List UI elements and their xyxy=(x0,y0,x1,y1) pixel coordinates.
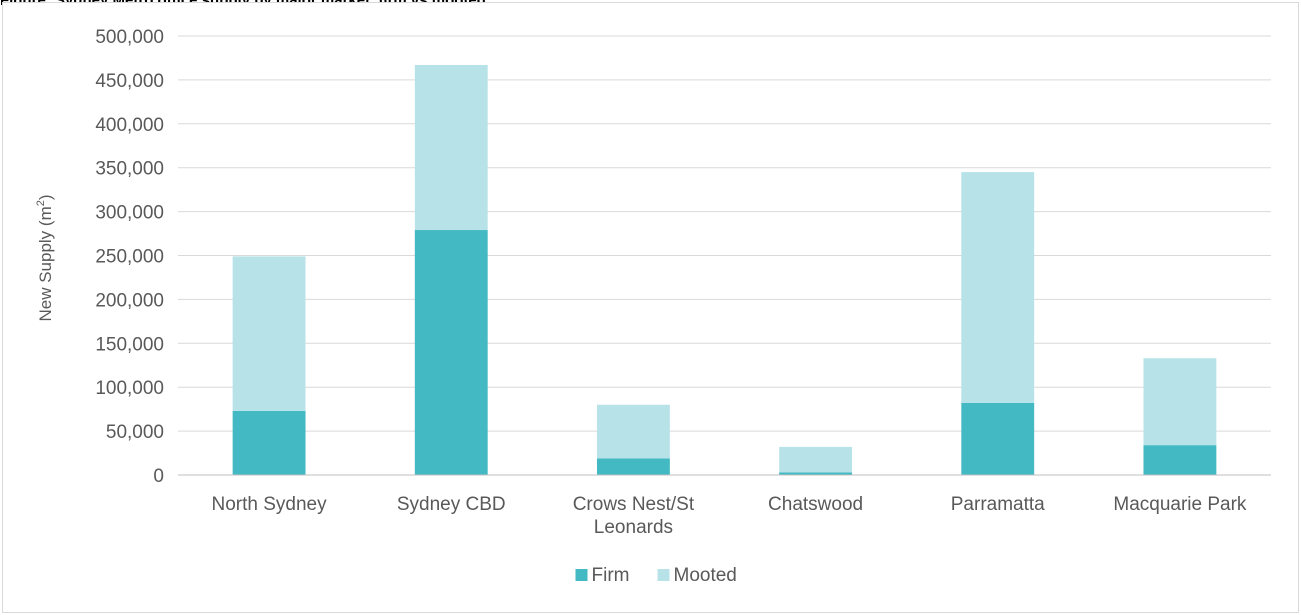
x-category-label: Parramatta xyxy=(951,494,1045,515)
bar-mooted xyxy=(232,256,306,411)
bar-firm xyxy=(779,472,853,475)
category-labels: North Sydney Sydney CBD Crows Nest/St Leona… xyxy=(212,494,1247,538)
legend: Firm Mooted xyxy=(575,565,737,586)
bar-mooted xyxy=(1143,358,1217,446)
y-axis-ticks: 0 50,000 100,000 150,000 200,000 250,000 300,0… xyxy=(95,27,164,487)
y-tick-label: 150,000 xyxy=(95,334,164,355)
bar-firm xyxy=(596,458,670,475)
bar-mooted xyxy=(961,172,1035,404)
x-category-label: Sydney CBD xyxy=(397,494,506,515)
legend-swatch-mooted xyxy=(657,569,670,581)
bar-firm xyxy=(414,230,488,475)
y-tick-label: 100,000 xyxy=(95,378,164,399)
bar-mooted xyxy=(414,64,488,231)
bar-firm xyxy=(1143,445,1217,475)
bar-mooted xyxy=(596,404,670,459)
x-category-label: North Sydney xyxy=(212,494,328,515)
bars xyxy=(232,64,1217,475)
bar-mooted xyxy=(779,446,853,473)
x-category-label: Chatswood xyxy=(768,494,863,515)
stacked-bar-chart: 0 50,000 100,000 150,000 200,000 250,000 300,0… xyxy=(35,27,1271,586)
y-tick-label: 350,000 xyxy=(95,159,164,180)
y-tick-label: 250,000 xyxy=(95,247,164,268)
x-category-label: Crows Nest/St Leonards xyxy=(573,494,695,538)
x-category-label: Macquarie Park xyxy=(1113,494,1247,515)
legend-swatch-firm xyxy=(575,569,588,581)
y-axis-label-end: ) xyxy=(36,194,55,200)
y-tick-label: 50,000 xyxy=(106,422,164,443)
bar-firm xyxy=(961,403,1035,475)
legend-label-firm: Firm xyxy=(592,565,630,586)
y-axis-label-main: New Supply (m xyxy=(36,206,55,321)
bar-firm xyxy=(232,410,306,475)
y-tick-label: 300,000 xyxy=(95,203,164,224)
y-tick-label: 500,000 xyxy=(95,27,164,48)
gridlines xyxy=(178,35,1271,432)
y-axis-label-superscript: 2 xyxy=(35,200,47,206)
legend-label-mooted: Mooted xyxy=(674,565,737,586)
y-tick-label: 400,000 xyxy=(95,115,164,136)
y-tick-label: 200,000 xyxy=(95,290,164,311)
y-tick-label: 450,000 xyxy=(95,71,164,92)
y-tick-label: 0 xyxy=(153,466,164,487)
y-axis-label: New Supply (m2) xyxy=(35,194,55,321)
